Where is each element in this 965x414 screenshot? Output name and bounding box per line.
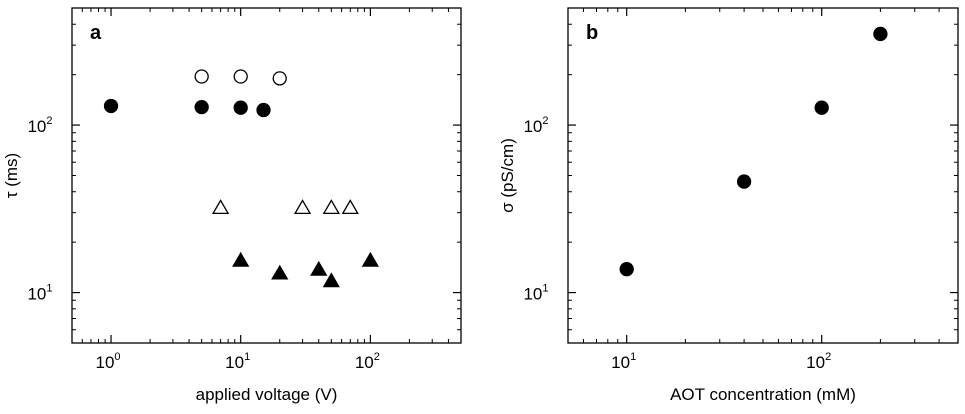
y-axis-label: σ (pS/cm) [498,138,517,213]
filled-circle-point [814,100,829,115]
x-axis-label: AOT concentration (mM) [670,385,856,404]
open-triangle-point [293,199,312,215]
x-tick-label: 102 [806,351,831,372]
filled-circle-point [619,261,634,277]
filled-triangle-point [310,260,328,276]
open-circle-point [233,69,248,84]
y-tick-label: 101 [523,283,548,304]
filled-circle-point [194,99,209,115]
x-tick-label: 101 [225,351,250,372]
open-triangle-point [322,199,340,215]
open-triangle-point [211,199,230,215]
filled-circle-point [873,26,888,42]
y-tick-label: 102 [27,115,52,136]
panel-label: a [90,22,102,44]
x-tick-label: 101 [611,351,636,372]
plot-frame [567,7,959,344]
panel-a: 100 101 102 101 102 a applied voltage (V) τ (ms… [2,7,462,404]
filled-triangle-point [322,272,340,288]
filled-triangle-point [271,264,289,280]
x-tick-label: 102 [355,351,380,372]
panel-label: b [586,22,598,44]
open-triangle-point [341,199,359,215]
y-tick-label: 101 [27,283,52,304]
open-circle-point [194,69,209,84]
x-axis-label: applied voltage (V) [196,385,338,404]
filled-triangle-point [232,251,250,267]
filled-circle-point [103,98,119,114]
panel-b: 101 102 101 102 b AOT concentration (mM) σ (pS… [498,7,959,404]
filled-circle-point [736,174,752,189]
filled-circle-point [256,102,271,118]
open-circle-point [272,71,287,86]
filled-triangle-point [361,251,379,267]
y-axis-label: τ (ms) [2,153,21,198]
x-tick-label: 100 [96,351,121,372]
filled-circle-point [233,100,248,115]
plot-frame [71,7,462,344]
y-tick-label: 102 [523,115,548,136]
